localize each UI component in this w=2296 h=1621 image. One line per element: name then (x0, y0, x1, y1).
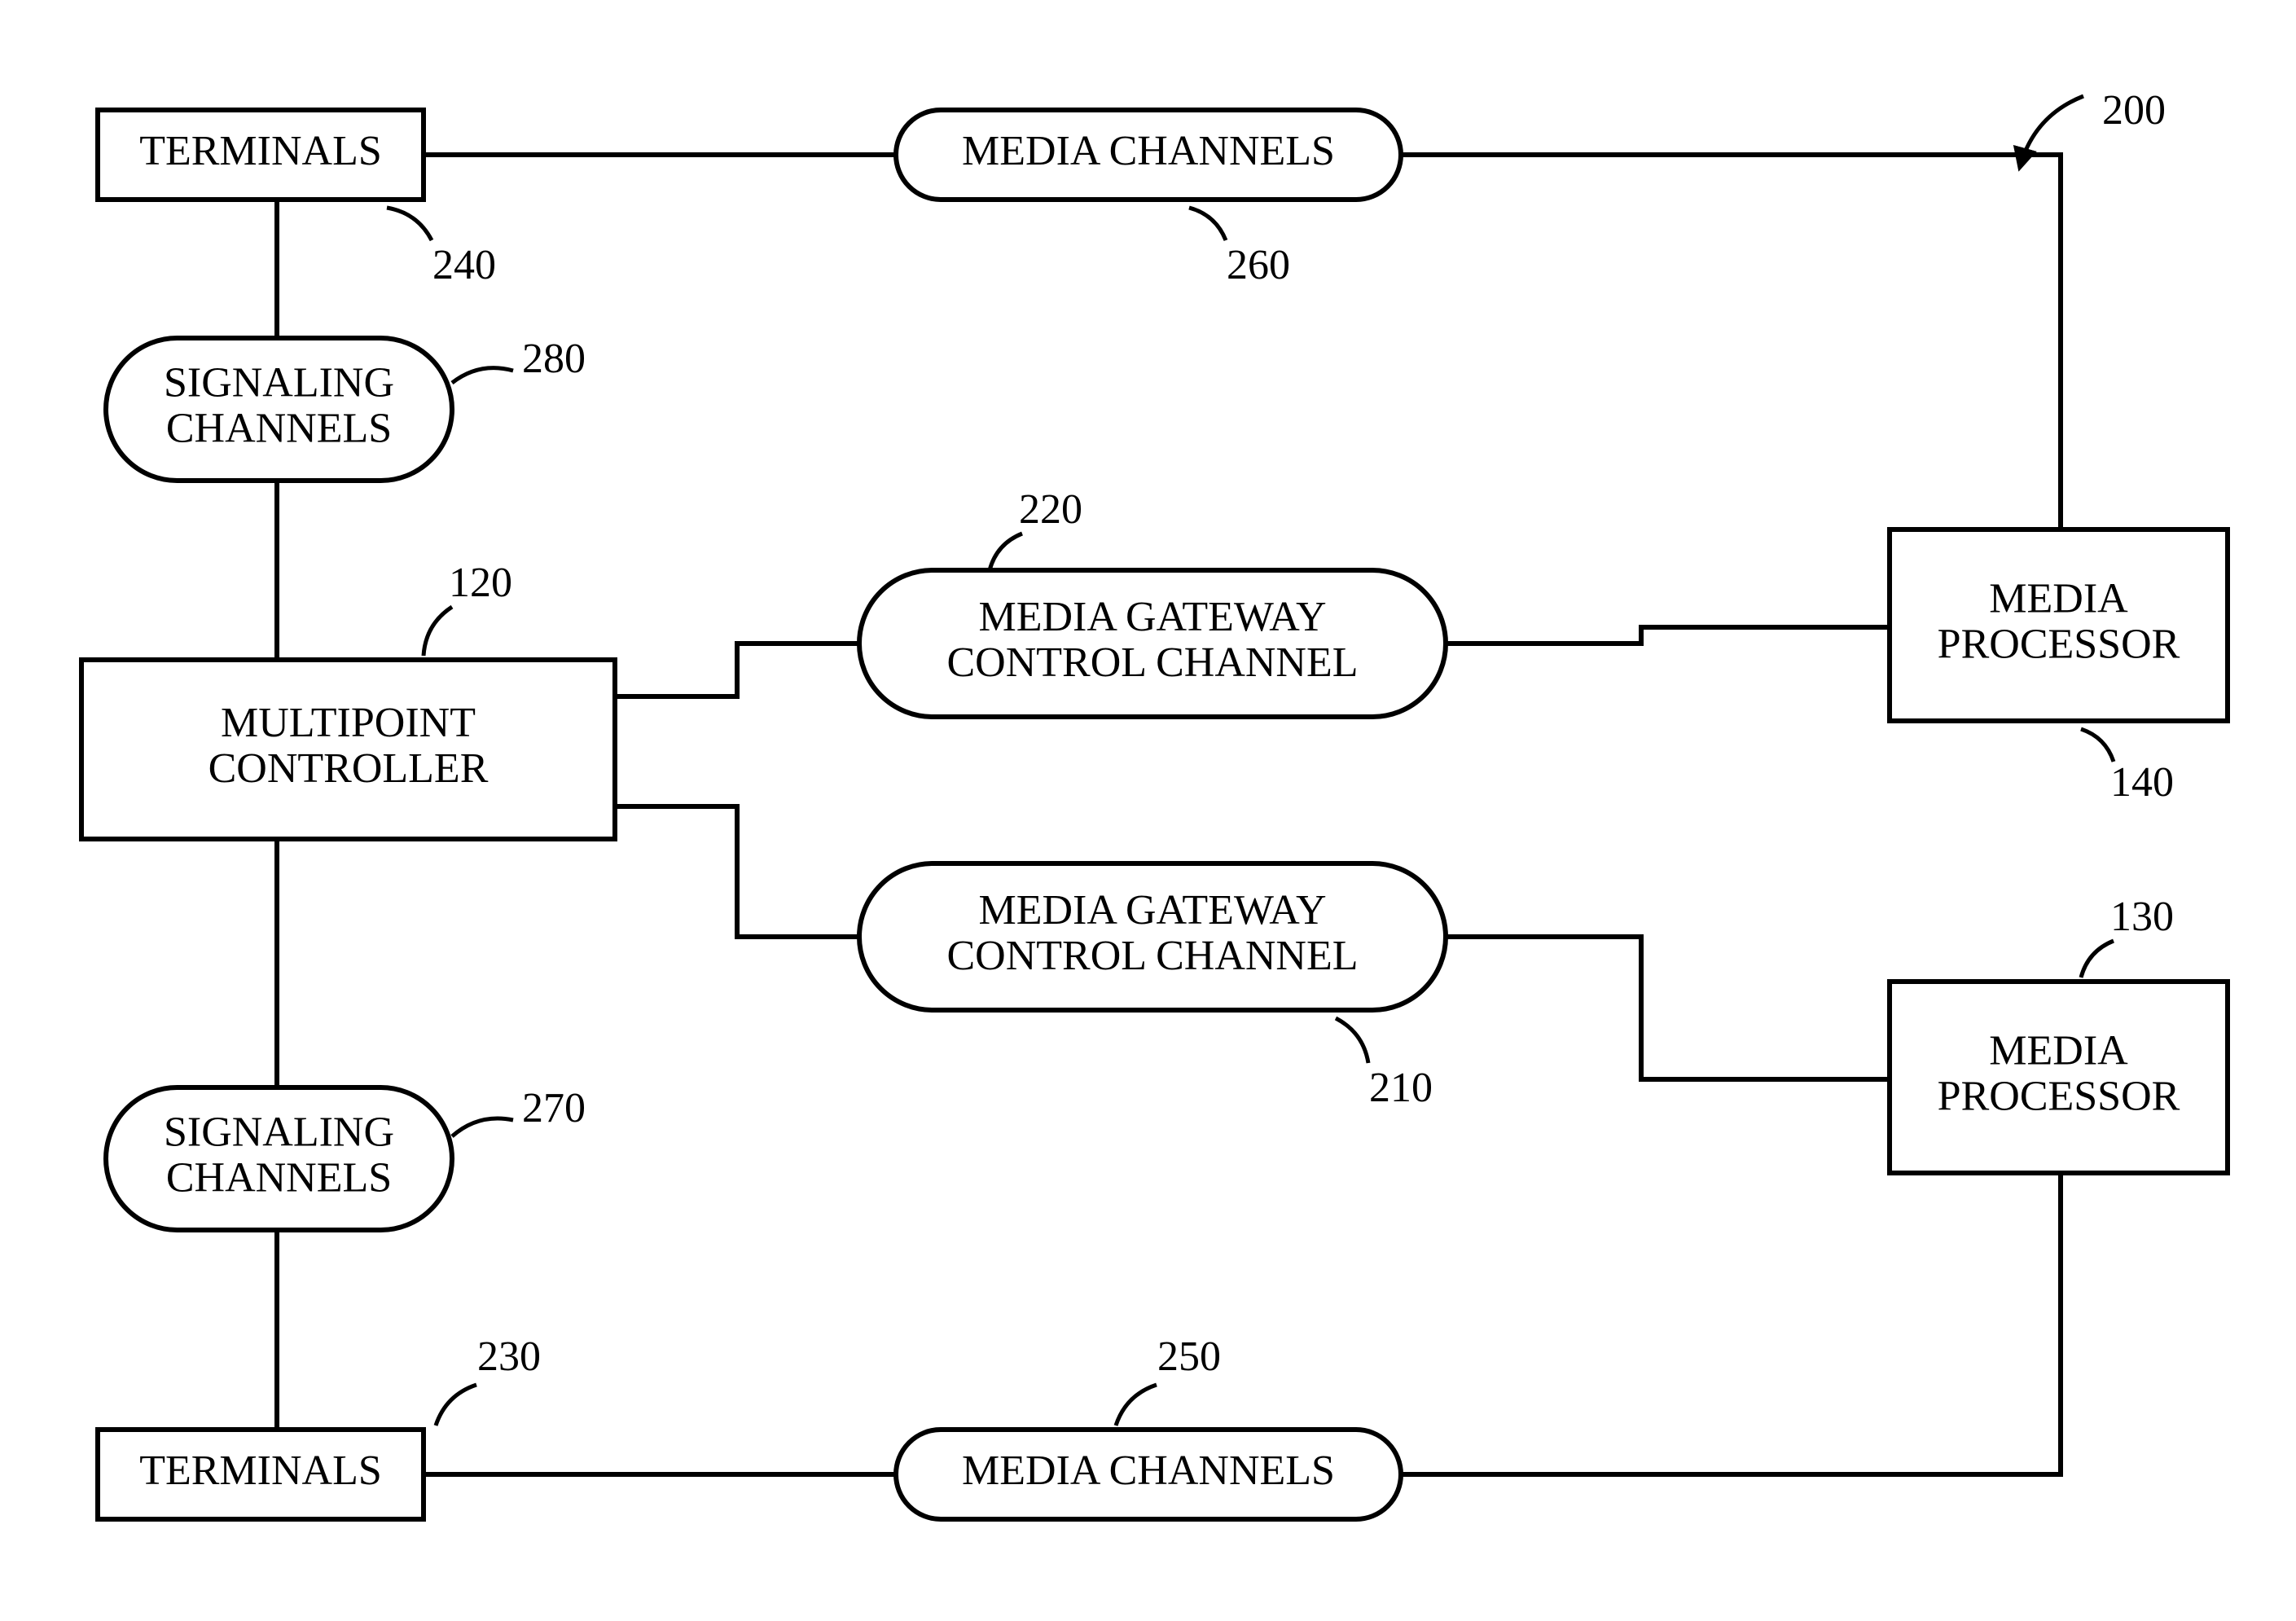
node-terminals_top: TERMINALS (98, 110, 424, 200)
node-media_proc_bottom-label-line0: MEDIA (1989, 1027, 2128, 1074)
ref-r210-leader (1336, 1018, 1368, 1063)
ref-r230-leader (436, 1385, 476, 1426)
ref-r260-leader (1189, 208, 1226, 240)
node-multipoint: MULTIPOINTCONTROLLER (81, 660, 615, 839)
node-mgcc_bottom-label-line1: CONTROL CHANNEL (946, 933, 1358, 979)
edge-5 (1446, 627, 1890, 644)
node-media_proc_top-label-line1: PROCESSOR (1938, 622, 2180, 668)
ref-r140-leader (2081, 729, 2114, 762)
node-multipoint-label-line1: CONTROLLER (209, 745, 489, 792)
ref-r270-leader (452, 1118, 513, 1136)
ref-r240-leader (387, 208, 432, 240)
ref-r280-text: 280 (522, 336, 586, 382)
edge-1 (1401, 155, 2061, 529)
ref-r120-text: 120 (449, 560, 512, 606)
node-media_channels_top: MEDIA CHANNELS (896, 110, 1401, 200)
node-signaling_bottom-label-line1: CHANNELS (166, 1155, 392, 1201)
node-terminals_top-label-line0: TERMINALS (139, 128, 382, 174)
node-media_proc_top: MEDIAPROCESSOR (1890, 529, 2228, 721)
node-signaling_top-label-line0: SIGNALING (164, 359, 394, 406)
ref-r210-text: 210 (1369, 1065, 1433, 1111)
ref-r130-leader (2081, 941, 2114, 977)
ref-r220-text: 220 (1019, 486, 1082, 533)
ref-r130-text: 130 (2110, 894, 2174, 940)
node-media_channels_top-label-line0: MEDIA CHANNELS (962, 128, 1335, 174)
edge-7 (1446, 937, 1890, 1079)
ref-r250: 250 (1116, 1333, 1221, 1426)
node-multipoint-label-line0: MULTIPOINT (221, 700, 476, 746)
ref-r220: 220 (990, 486, 1082, 570)
ref-r260: 260 (1189, 208, 1290, 288)
ref-r280: 280 (452, 336, 586, 383)
node-mgcc_bottom-label-line0: MEDIA GATEWAY (978, 887, 1326, 934)
refs-group: 200 240 260 280 120 220 140 130 210 270 230 250 (387, 87, 2174, 1426)
node-mgcc_top: MEDIA GATEWAYCONTROL CHANNEL (859, 570, 1446, 717)
ref-r200-text: 200 (2102, 87, 2166, 134)
node-mgcc_top-label-line0: MEDIA GATEWAY (978, 594, 1326, 640)
ref-r240: 240 (387, 208, 496, 288)
node-signaling_bottom: SIGNALINGCHANNELS (106, 1087, 452, 1230)
node-mgcc_bottom: MEDIA GATEWAYCONTROL CHANNEL (859, 863, 1446, 1010)
ref-r220-leader (990, 534, 1022, 570)
ref-r280-leader (452, 368, 513, 383)
ref-r140-text: 140 (2110, 759, 2174, 806)
ref-r250-leader (1116, 1385, 1157, 1426)
node-media_channels_bottom: MEDIA CHANNELS (896, 1430, 1401, 1519)
node-signaling_top: SIGNALINGCHANNELS (106, 338, 452, 481)
ref-r210: 210 (1336, 1018, 1433, 1111)
node-media_proc_bottom: MEDIAPROCESSOR (1890, 982, 2228, 1173)
node-media_proc_bottom-label-line1: PROCESSOR (1938, 1074, 2180, 1120)
ref-r230: 230 (436, 1333, 541, 1426)
ref-r140: 140 (2081, 729, 2174, 806)
ref-r240-text: 240 (432, 242, 496, 288)
ref-r260-text: 260 (1227, 242, 1290, 288)
node-signaling_bottom-label-line0: SIGNALING (164, 1109, 394, 1155)
node-terminals_bottom: TERMINALS (98, 1430, 424, 1519)
edge-6 (615, 806, 859, 937)
ref-r270-text: 270 (522, 1085, 586, 1131)
ref-r230-text: 230 (477, 1333, 541, 1380)
nodes-group: TERMINALSMEDIA CHANNELSSIGNALINGCHANNELS… (81, 110, 2228, 1519)
ref-r270: 270 (452, 1085, 586, 1136)
node-terminals_bottom-label-line0: TERMINALS (139, 1447, 382, 1494)
node-mgcc_top-label-line1: CONTROL CHANNEL (946, 639, 1358, 686)
ref-r120: 120 (424, 560, 512, 656)
node-signaling_top-label-line1: CHANNELS (166, 406, 392, 452)
ref-r120-leader (424, 607, 452, 656)
node-media_channels_bottom-label-line0: MEDIA CHANNELS (962, 1447, 1335, 1494)
ref-r250-text: 250 (1157, 1333, 1221, 1380)
node-media_proc_top-label-line0: MEDIA (1989, 575, 2128, 622)
edge-4 (615, 644, 859, 696)
edge-11 (1401, 1173, 2061, 1474)
ref-r130: 130 (2081, 894, 2174, 977)
